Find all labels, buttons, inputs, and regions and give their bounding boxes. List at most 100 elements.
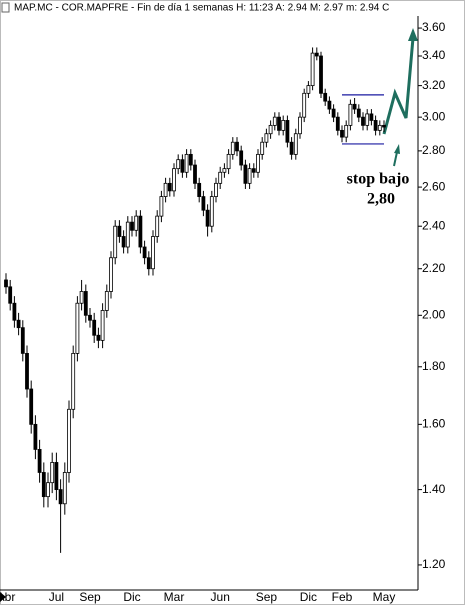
y-tick-label: 3.20 — [422, 78, 446, 92]
candle-body — [50, 462, 55, 484]
candle-body — [226, 153, 231, 170]
candle-body — [138, 215, 143, 248]
y-tick-label: 1.20 — [422, 557, 446, 571]
candle-body — [302, 92, 307, 118]
candle-body — [289, 141, 294, 155]
x-tick-label: Mar — [164, 590, 185, 604]
candle-body — [121, 236, 126, 248]
chart-title: MAP.MC - COR.MAPFRE - Fin de día 1 seman… — [14, 3, 389, 14]
arrow-head — [408, 28, 418, 41]
candle-body — [382, 124, 386, 128]
candle-body — [235, 141, 239, 152]
y-tick-label: 1.80 — [422, 359, 446, 373]
y-tick-label: 1.60 — [422, 417, 446, 431]
candle-body — [243, 164, 248, 184]
candle-body — [331, 108, 336, 118]
candle-body — [184, 153, 189, 173]
candle-body — [222, 168, 227, 173]
candle-body — [25, 353, 29, 390]
candle-body — [134, 215, 139, 231]
candle-body — [188, 153, 193, 166]
candle-body — [71, 353, 76, 410]
candle-body — [230, 141, 235, 155]
candle-body — [306, 85, 311, 94]
x-tick-label: Jun — [211, 590, 230, 604]
y-tick-label: 2.80 — [422, 143, 446, 157]
y-tick-label: 2.20 — [422, 261, 446, 275]
candle-body — [197, 182, 202, 197]
candle-body — [151, 236, 155, 270]
candle-body — [83, 291, 88, 316]
candle-body — [88, 314, 92, 321]
candle-body — [352, 103, 357, 110]
candle-body — [62, 472, 67, 505]
candle-body — [298, 116, 302, 135]
y-tick-label: 2.40 — [422, 218, 446, 232]
candle-body — [251, 168, 256, 173]
y-tick-label: 3.40 — [422, 48, 446, 62]
candle-body — [176, 159, 181, 170]
candle-body — [344, 124, 349, 138]
candle-body — [125, 221, 130, 248]
candle-body — [209, 196, 214, 227]
candle-body — [310, 52, 315, 87]
arrow-head — [394, 144, 400, 154]
candle-body — [193, 164, 197, 184]
scroll-arrow — [0, 592, 6, 602]
candle-body — [159, 196, 164, 217]
candle-body — [256, 153, 260, 173]
candle-body — [92, 319, 97, 336]
candle-body — [146, 257, 151, 270]
candle-body — [12, 302, 17, 321]
x-tick-label: Abr — [0, 590, 15, 604]
candle-body — [67, 408, 71, 473]
y-tick-label: 2.00 — [422, 307, 446, 321]
candle-body — [335, 116, 340, 131]
candle-body — [214, 182, 218, 197]
candle-body — [277, 116, 281, 131]
candle-body — [268, 124, 273, 135]
x-tick-label: Sep — [79, 590, 101, 604]
candle-body — [104, 291, 109, 311]
x-tick-label: Feb — [332, 590, 353, 604]
candle-body — [180, 159, 185, 173]
title-icon — [1, 2, 10, 13]
candle-body — [8, 286, 13, 304]
candle-body — [361, 116, 365, 126]
projection-arrow — [382, 37, 415, 135]
y-tick-label: 3.60 — [422, 20, 446, 34]
candle-body — [16, 319, 21, 329]
stop-arrow — [393, 151, 398, 167]
candle-body — [172, 168, 176, 192]
candle-body — [285, 120, 290, 143]
candle-body — [201, 196, 206, 211]
candle-body — [29, 388, 34, 425]
candle-body — [155, 215, 160, 237]
x-tick-label: Sep — [256, 590, 278, 604]
candle-body — [205, 209, 210, 227]
candle-body — [46, 482, 50, 498]
candle-body — [260, 141, 265, 155]
candle-body — [58, 489, 63, 505]
candle-body — [327, 100, 332, 110]
candle-body — [75, 302, 80, 354]
x-tick-label: May — [373, 590, 396, 604]
candle-body — [340, 129, 344, 138]
candle-body — [130, 221, 134, 231]
x-tick-label: Jul — [49, 590, 64, 604]
candle-body — [163, 182, 168, 197]
candle-body — [20, 327, 25, 354]
annotation: 2,80 — [367, 191, 395, 208]
candle-body — [239, 150, 244, 166]
candle-body — [369, 113, 374, 121]
candle-body — [348, 103, 353, 126]
candle-body — [41, 472, 46, 498]
annotation: stop bajo — [347, 171, 410, 188]
candle-body — [272, 116, 277, 126]
y-tick-label: 3.00 — [422, 109, 446, 123]
candle-body — [37, 449, 42, 473]
candle-body — [79, 291, 84, 304]
candle-body — [377, 124, 382, 131]
candle-body — [281, 120, 286, 131]
